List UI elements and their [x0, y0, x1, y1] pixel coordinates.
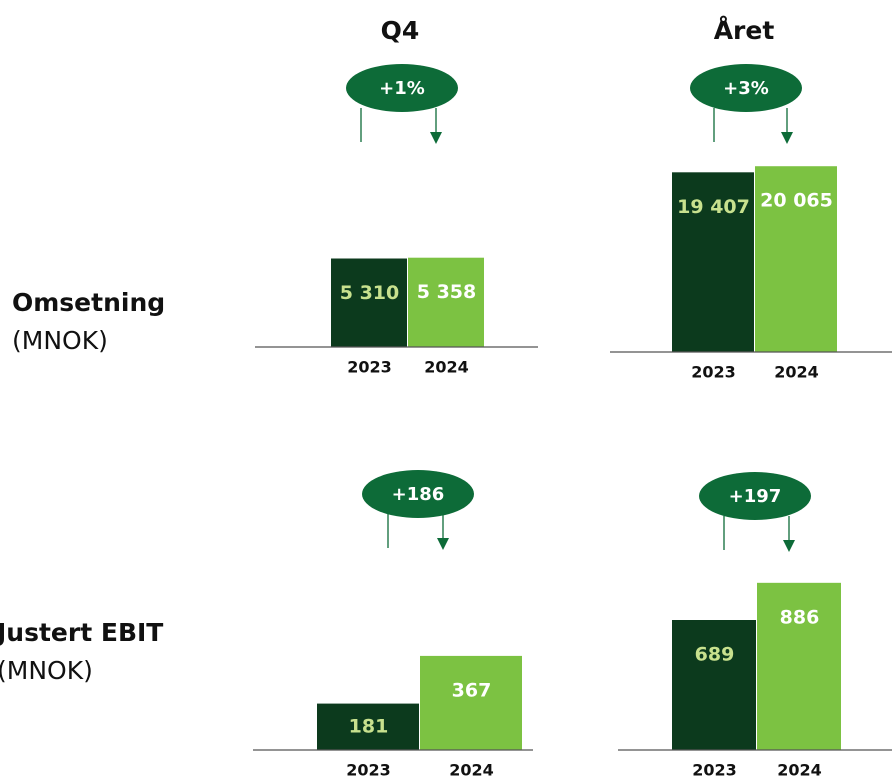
row-label: Omsetning	[12, 288, 165, 317]
column-header: Året	[714, 16, 775, 45]
value-label: 367	[452, 679, 492, 701]
change-badge	[346, 64, 458, 112]
bar	[420, 655, 522, 750]
change-badge	[362, 470, 474, 518]
bar	[317, 703, 419, 750]
x-tick-label: 2024	[449, 761, 494, 780]
value-label: 19 407	[677, 196, 750, 218]
value-label: 20 065	[760, 190, 833, 212]
bar	[672, 620, 756, 750]
arrow-head	[430, 132, 442, 144]
bar	[755, 166, 837, 352]
change-label: +3%	[723, 78, 769, 99]
row-label: Justert EBIT	[0, 618, 163, 647]
change-label: +186	[392, 484, 445, 505]
value-label: 689	[695, 644, 735, 666]
arrow-head	[437, 538, 449, 550]
change-badge	[690, 64, 802, 112]
column-header: Q4	[381, 16, 420, 45]
x-tick-label: 2023	[692, 761, 737, 780]
bar	[757, 582, 841, 750]
change-badge	[699, 472, 811, 520]
bar	[672, 172, 754, 352]
bar	[408, 257, 484, 347]
x-tick-label: 2024	[774, 363, 819, 382]
bar	[331, 258, 407, 347]
arrow-head	[783, 540, 795, 552]
change-label: +1%	[379, 78, 425, 99]
arrow-head	[781, 132, 793, 144]
x-tick-label: 2023	[691, 363, 736, 382]
x-tick-label: 2023	[347, 358, 392, 377]
value-label: 886	[780, 606, 820, 628]
value-label: 181	[349, 715, 389, 737]
value-label: 5 358	[417, 281, 477, 303]
value-label: 5 310	[340, 282, 400, 304]
row-unit: (MNOK)	[12, 326, 108, 355]
x-tick-label: 2023	[346, 761, 391, 780]
x-tick-label: 2024	[424, 358, 469, 377]
row-unit: (MNOK)	[0, 656, 93, 685]
change-label: +197	[729, 486, 782, 507]
x-tick-label: 2024	[777, 761, 822, 780]
